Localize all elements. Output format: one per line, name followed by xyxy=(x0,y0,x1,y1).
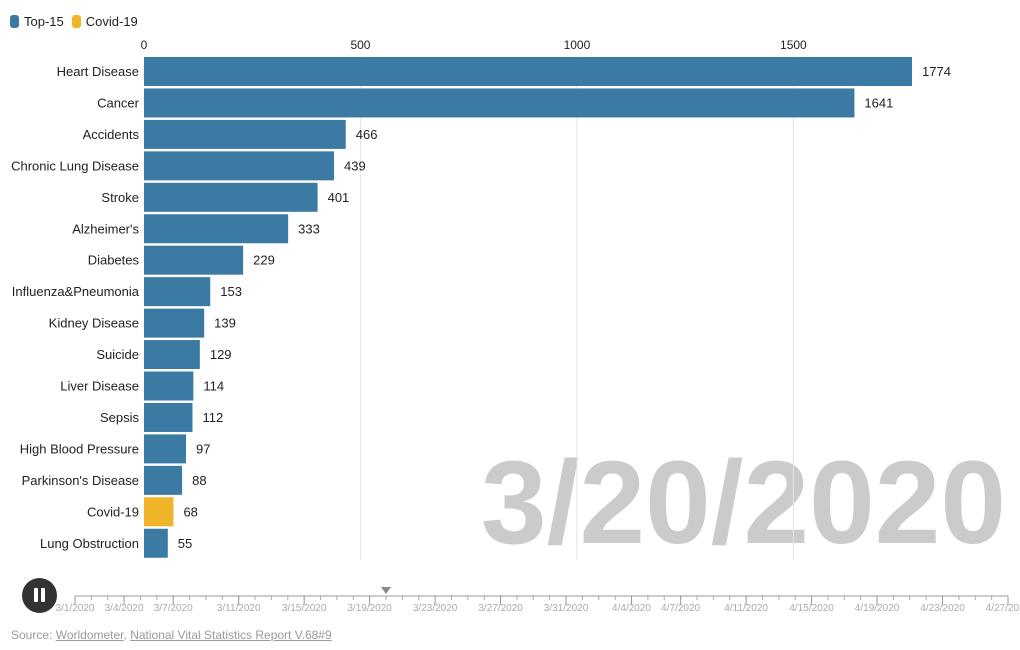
bar xyxy=(144,151,335,181)
source-note: Source: Worldometer, National Vital Stat… xyxy=(11,628,332,642)
timeline-tick-label: 4/4/2020 xyxy=(612,603,651,614)
bar xyxy=(144,214,289,244)
timeline-tick-label: 3/4/2020 xyxy=(105,603,144,614)
legend-label-covid-19: Covid-19 xyxy=(85,14,138,29)
bar xyxy=(144,277,211,307)
timeline-tick-label: 4/19/2020 xyxy=(855,603,900,614)
bar xyxy=(144,245,244,275)
bar xyxy=(144,340,200,370)
legend-swatch-top-15 xyxy=(10,15,19,28)
category-label: Liver Disease xyxy=(60,379,139,394)
category-label: Diabetes xyxy=(88,253,140,268)
pause-button[interactable] xyxy=(22,578,57,613)
timeline-tick-label: 3/23/2020 xyxy=(413,603,458,614)
category-label: Sepsis xyxy=(100,410,140,425)
value-label: 112 xyxy=(202,410,223,425)
bar xyxy=(144,434,186,464)
value-label: 1774 xyxy=(922,64,951,79)
pause-icon-bar xyxy=(41,588,45,602)
bar xyxy=(144,528,168,558)
bar xyxy=(144,57,912,86)
source-prefix: Source: xyxy=(11,628,56,642)
legend-swatch-covid-19 xyxy=(71,15,81,28)
value-label: 153 xyxy=(220,284,242,299)
category-label: Alzheimer's xyxy=(72,221,139,236)
bar xyxy=(144,88,855,118)
x-tick-label: 500 xyxy=(350,38,370,52)
value-label: 466 xyxy=(356,127,378,142)
bar xyxy=(144,182,318,212)
timeline-tick-label: 4/27/2020 xyxy=(986,603,1020,614)
legend-item-top-15[interactable]: Top-15 xyxy=(10,14,64,29)
category-label: Influenza&Pneumonia xyxy=(12,284,140,299)
timeline-tick-label: 3/27/2020 xyxy=(478,603,523,614)
timeline-tick-label: 3/1/2020 xyxy=(56,603,95,614)
x-tick-label: 0 xyxy=(141,38,148,52)
bar xyxy=(144,402,193,432)
category-label: Suicide xyxy=(96,347,139,362)
timeline-tick-label: 4/23/2020 xyxy=(920,603,965,614)
legend-label-top-15: Top-15 xyxy=(24,14,64,29)
x-tick-label: 1500 xyxy=(780,38,807,52)
timeline-tick-label: 4/11/2020 xyxy=(724,603,768,614)
category-label: Cancer xyxy=(97,95,140,110)
value-label: 401 xyxy=(328,190,350,205)
value-label: 68 xyxy=(183,504,197,519)
timeline-tick-label: 4/15/2020 xyxy=(789,603,834,614)
bar xyxy=(144,465,183,495)
category-label: Stroke xyxy=(101,190,139,205)
timeline-tick-label: 3/7/2020 xyxy=(154,603,193,614)
category-label: Lung Obstruction xyxy=(40,536,139,551)
category-label: Accidents xyxy=(83,127,140,142)
x-tick-label: 1000 xyxy=(564,38,591,52)
bar xyxy=(144,497,174,527)
pause-icon xyxy=(34,588,38,602)
value-label: 55 xyxy=(178,536,192,551)
category-label: Chronic Lung Disease xyxy=(11,158,139,173)
category-label: Covid-19 xyxy=(87,504,139,519)
timeline-tick-label: 3/19/2020 xyxy=(347,603,392,614)
source-separator: , xyxy=(123,628,131,642)
timeline-handle[interactable] xyxy=(381,587,391,594)
bar xyxy=(144,119,346,149)
category-label: High Blood Pressure xyxy=(20,441,139,456)
legend-item-covid-19[interactable]: Covid-19 xyxy=(71,14,138,29)
timeline-tick-label: 3/11/2020 xyxy=(217,603,261,614)
source-link-worldometer[interactable]: Worldometer xyxy=(55,628,124,642)
value-label: 139 xyxy=(214,316,236,331)
timeline-tick-label: 3/31/2020 xyxy=(544,603,589,614)
bar xyxy=(144,371,194,401)
date-watermark: 3/20/2020 xyxy=(481,437,1006,569)
bar xyxy=(144,308,205,338)
value-label: 1641 xyxy=(864,95,893,110)
timeline-tick-label: 3/15/2020 xyxy=(282,603,327,614)
value-label: 114 xyxy=(203,379,224,394)
value-label: 229 xyxy=(253,253,275,268)
legend: Top-15 Covid-19 xyxy=(10,14,138,29)
value-label: 439 xyxy=(344,158,366,173)
value-label: 97 xyxy=(196,441,210,456)
value-label: 129 xyxy=(210,347,232,362)
timeline-tick-label: 4/7/2020 xyxy=(661,603,700,614)
category-label: Kidney Disease xyxy=(49,316,139,331)
category-label: Parkinson's Disease xyxy=(22,473,139,488)
source-link-nvsr[interactable]: National Vital Statistics Report V.68#9 xyxy=(130,628,332,642)
category-label: Heart Disease xyxy=(57,64,139,79)
value-label: 88 xyxy=(192,473,206,488)
value-label: 333 xyxy=(298,221,320,236)
